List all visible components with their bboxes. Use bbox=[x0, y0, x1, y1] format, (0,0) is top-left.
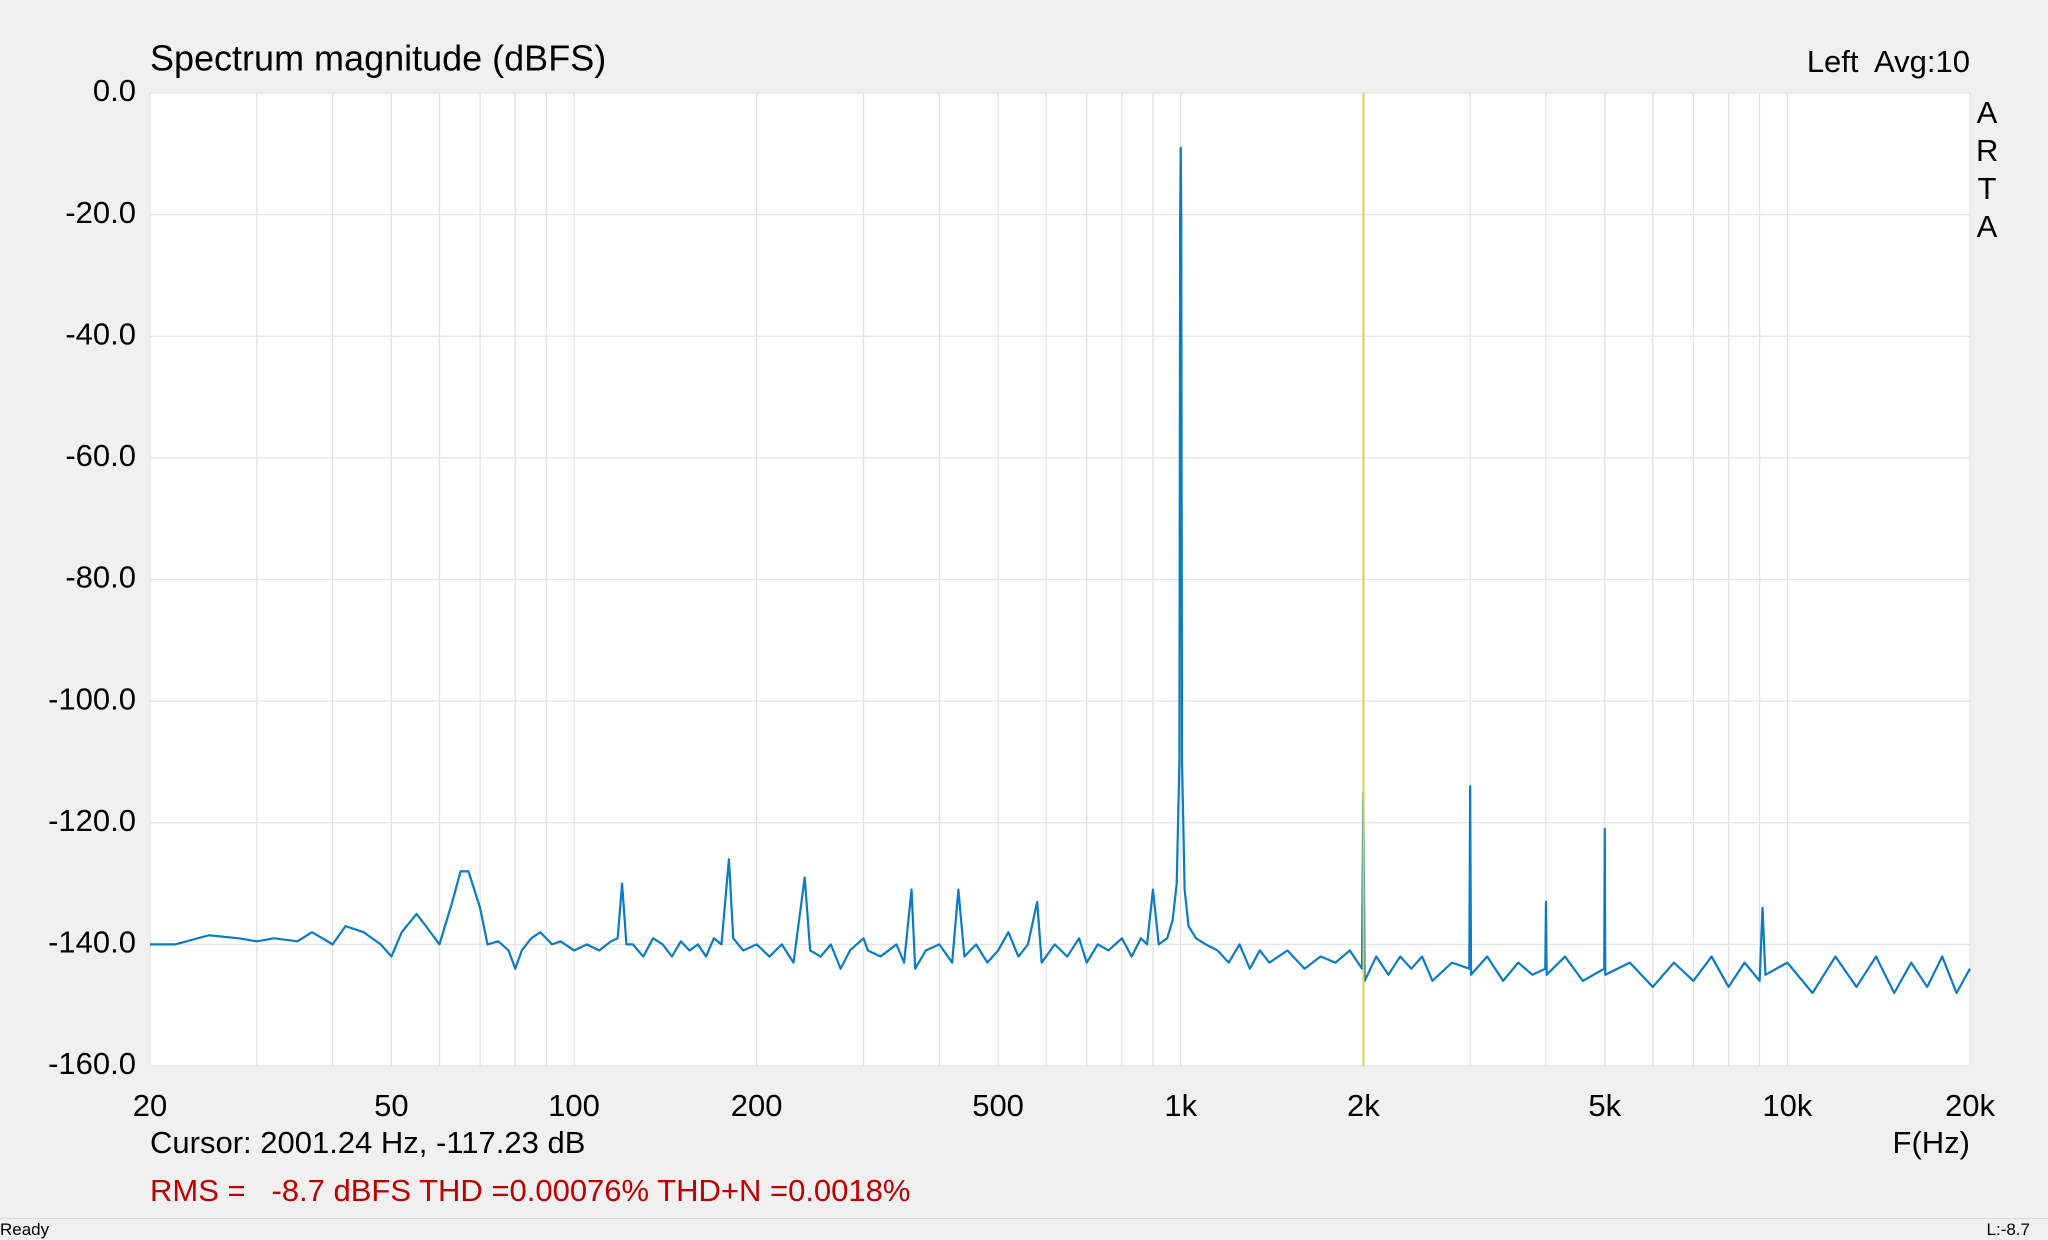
measurement-readout: RMS = -8.7 dBFS THD =0.00076% THD+N =0.0… bbox=[150, 1173, 910, 1208]
x-tick-label: 50 bbox=[374, 1088, 408, 1123]
y-tick-label: -80.0 bbox=[65, 560, 136, 595]
y-tick-label: -100.0 bbox=[48, 681, 136, 716]
x-tick-label: 200 bbox=[731, 1088, 783, 1123]
status-bar: Ready L:-8.7 bbox=[0, 1218, 2048, 1239]
x-tick-label: 10k bbox=[1762, 1088, 1812, 1123]
channel-label: Left Avg:10 bbox=[1807, 44, 1970, 79]
y-tick-label: -140.0 bbox=[48, 925, 136, 960]
chart-title: Spectrum magnitude (dBFS) bbox=[150, 38, 606, 79]
cursor-readout: Cursor: 2001.24 Hz, -117.23 dB bbox=[150, 1125, 585, 1160]
y-tick-label: -60.0 bbox=[65, 438, 136, 473]
y-tick-label: -160.0 bbox=[48, 1046, 136, 1081]
x-tick-label: 100 bbox=[548, 1088, 600, 1123]
x-axis-label: F(Hz) bbox=[1893, 1125, 1970, 1160]
x-tick-label: 20 bbox=[133, 1088, 167, 1123]
y-tick-label: -120.0 bbox=[48, 803, 136, 838]
brand-label: ARTA bbox=[1976, 95, 1999, 244]
x-tick-label: 500 bbox=[972, 1088, 1024, 1123]
y-tick-label: -20.0 bbox=[65, 195, 136, 230]
x-tick-label: 1k bbox=[1164, 1088, 1197, 1123]
x-tick-label: 2k bbox=[1347, 1088, 1380, 1123]
level-readout: L:-8.7 bbox=[1986, 1220, 2030, 1239]
x-tick-label: 20k bbox=[1945, 1088, 1995, 1123]
spectrum-line bbox=[150, 146, 1971, 995]
y-tick-label: -40.0 bbox=[65, 316, 136, 351]
x-tick-label: 5k bbox=[1588, 1088, 1621, 1123]
y-tick-label: 0.0 bbox=[93, 73, 136, 108]
status-text: Ready bbox=[0, 1220, 50, 1239]
